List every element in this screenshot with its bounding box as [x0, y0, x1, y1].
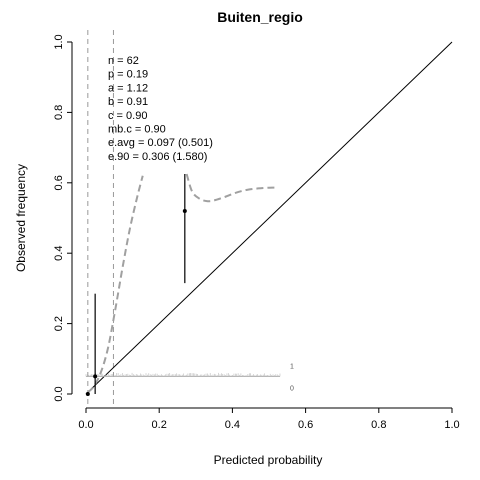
y-tick-label-2: 0.4: [53, 246, 65, 261]
rug-label-nonevent: 0: [290, 385, 294, 392]
group-point-0: [85, 392, 90, 396]
stat-line-6: e.avg = 0.097 (0.501): [108, 137, 213, 149]
y-tick-label-0: 0.0: [53, 386, 65, 401]
stat-line-2: a = 1.12: [108, 82, 148, 94]
stat-line-3: b = 0.91: [108, 96, 148, 108]
x-tick-label-5: 1.0: [444, 419, 459, 431]
calibration-curve-segment-2: [185, 173, 279, 203]
x-axis-label: Predicted probability: [214, 453, 323, 467]
stat-line-0: n = 62: [108, 55, 139, 67]
ideal-reference-line: [85, 41, 453, 395]
x-tick-label-1: 0.2: [152, 419, 167, 431]
y-tick-label-5: 1.0: [53, 34, 65, 49]
x-tick-label-2: 0.4: [225, 419, 240, 431]
y-tick-label-1: 0.2: [53, 316, 65, 331]
y-tick-label-3: 0.6: [53, 175, 65, 190]
x-tick-label-4: 0.8: [371, 419, 386, 431]
stat-line-5: mb.c = 0.90: [108, 124, 166, 136]
chart-title: Buiten_regio: [217, 9, 303, 25]
y-axis-label: Observed frequency: [14, 164, 28, 272]
stat-line-1: p = 0.19: [108, 69, 148, 81]
stat-line-7: e.90 = 0.306 (1.580): [108, 151, 207, 163]
group-point-1: [93, 374, 98, 379]
x-tick-label-3: 0.6: [298, 419, 313, 431]
calibration-curve-segment-1: [87, 175, 144, 394]
rug-label-event: 1: [290, 363, 294, 370]
x-tick-label-0: 0.0: [78, 419, 93, 431]
group-point-2: [182, 208, 187, 213]
y-tick-label-4: 0.8: [53, 105, 65, 120]
stats-block: n = 62 p = 0.19a = 1.12 b = 0.91 c = 0.90 mb…: [108, 55, 213, 163]
plot-area: 0.0 0.2 0.4 0.6 0.8 1.0 0.0 0.2 0.4 0.6 0.8 1.0 1 0: [53, 30, 460, 431]
stat-line-4: c = 0.90: [108, 110, 147, 122]
